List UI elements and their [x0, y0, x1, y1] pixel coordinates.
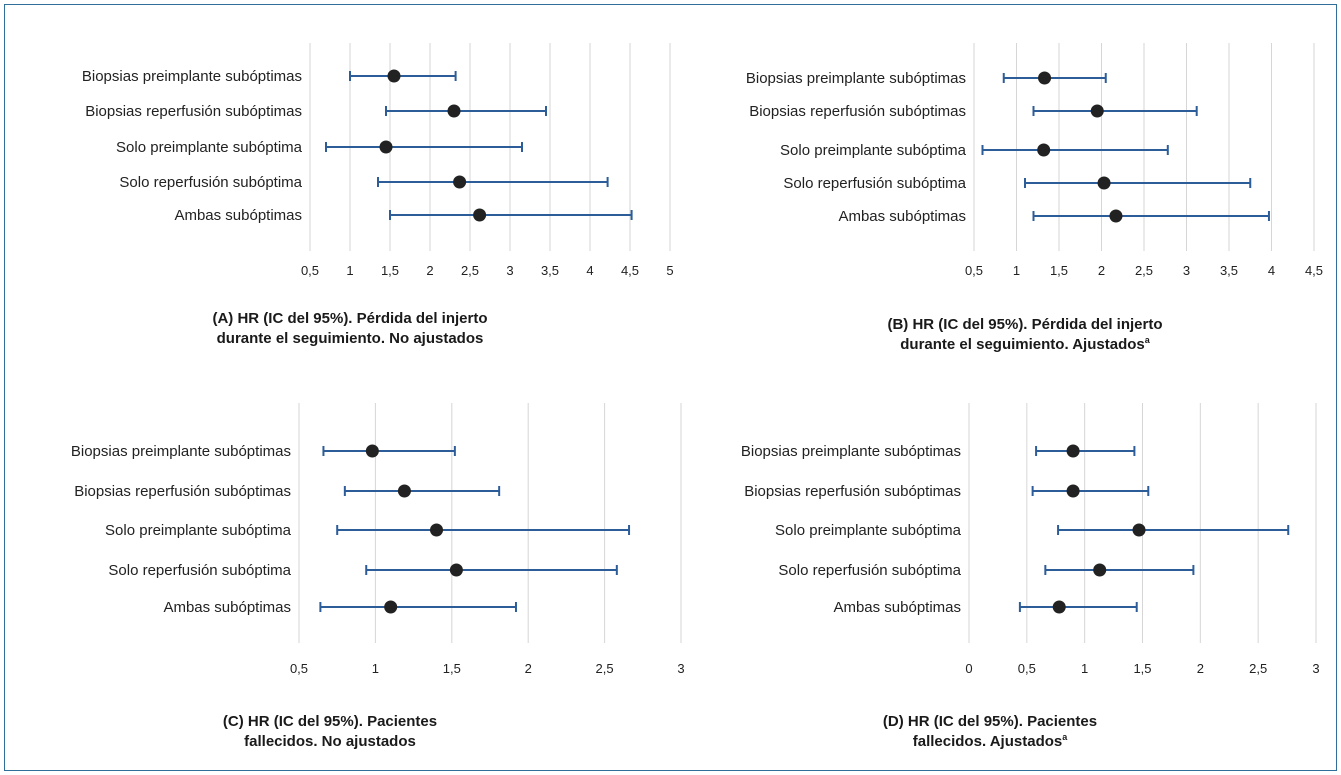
x-tick-label: 4 [1268, 263, 1275, 278]
hr-point [397, 484, 411, 498]
category-label: Solo reperfusión subóptima [783, 175, 966, 192]
category-label: Biopsias preimplante subóptimas [71, 443, 291, 460]
category-label: Solo preimplante subóptima [780, 142, 967, 159]
x-tick-label: 0,5 [1018, 661, 1036, 676]
x-tick-label: 3 [677, 661, 684, 676]
x-tick-label: 0,5 [290, 661, 308, 676]
caption-a: (A) HR (IC del 95%). Pérdida del injerto… [125, 309, 575, 349]
caption-c-line1: (C) HR (IC del 95%). Pacientes [222, 713, 438, 730]
x-tick-label: 1 [346, 263, 353, 278]
caption-c: (C) HR (IC del 95%). Pacientes fallecido… [105, 712, 555, 752]
caption-d-line1: (D) HR (IC del 95%). Pacientes [882, 713, 1098, 730]
category-label: Ambas subóptimas [838, 208, 966, 225]
category-label: Solo preimplante subóptima [775, 522, 962, 539]
forest-plot-a: 0,5 1 1,5 2 2,5 3 3,5 4 4,5 5 Biopsias preimplante… [82, 43, 674, 278]
caption-d-line2: fallecidos. Ajustados [912, 733, 1063, 750]
x-tick-label: 4,5 [1305, 263, 1323, 278]
category-label: Biopsias reperfusión subóptimas [744, 483, 961, 500]
hr-point [379, 140, 393, 154]
x-tick-label: 3,5 [1220, 263, 1238, 278]
x-tick-label: 2,5 [461, 263, 479, 278]
hr-point [387, 69, 401, 83]
x-tick-label: 1,5 [381, 263, 399, 278]
x-tick-label: 3 [1312, 661, 1319, 676]
hr-point [449, 563, 463, 577]
x-tick-label: 2,5 [596, 661, 614, 676]
category-label: Solo reperfusión subóptima [108, 562, 291, 579]
x-tick-label: 2 [426, 263, 433, 278]
hr-point [453, 175, 467, 189]
caption-c-line2: fallecidos. No ajustados [244, 733, 416, 750]
category-label: Ambas subóptimas [833, 599, 961, 616]
category-label: Biopsias preimplante subóptimas [741, 443, 961, 460]
category-label: Biopsias reperfusión subóptimas [749, 103, 966, 120]
x-tick-label: 1,5 [1133, 661, 1151, 676]
hr-point [384, 600, 398, 614]
hr-point [447, 104, 461, 118]
category-label: Ambas subóptimas [174, 207, 302, 224]
caption-b-line2: durante el seguimiento. Ajustados [900, 336, 1145, 353]
x-tick-label: 3,5 [541, 263, 559, 278]
forest-plot-c: 0,5 1 1,5 2 2,5 3 Biopsias preimplante subópti… [71, 403, 685, 676]
panel-c: 0,5 1 1,5 2 2,5 3 Biopsias preimplante subópti… [5, 385, 695, 685]
hr-point [1037, 143, 1051, 157]
x-tick-label: 1,5 [443, 661, 461, 676]
category-label: Solo preimplante subóptima [105, 522, 292, 539]
category-label: Biopsias reperfusión subóptimas [74, 483, 291, 500]
x-tick-label: 2,5 [1249, 661, 1267, 676]
panel-b: 0,5 1 1,5 2 2,5 3 3,5 4 4,5 Biopsias preimplante … [671, 5, 1331, 295]
caption-b-line1: (B) HR (IC del 95%). Pérdida del injerto [887, 316, 1163, 333]
hr-point [1038, 71, 1052, 85]
x-tick-label: 0,5 [301, 263, 319, 278]
x-tick-label: 5 [666, 263, 673, 278]
hr-point [1093, 563, 1107, 577]
category-label: Solo reperfusión subóptima [778, 562, 961, 579]
caption-d-superscript: a [1062, 732, 1068, 742]
category-label: Solo reperfusión subóptima [119, 174, 302, 191]
x-tick-label: 2 [525, 661, 532, 676]
forest-plot-b: 0,5 1 1,5 2 2,5 3 3,5 4 4,5 Biopsias preimplante … [746, 43, 1323, 278]
hr-point [1066, 444, 1080, 458]
x-tick-label: 3 [506, 263, 513, 278]
x-tick-label: 1 [1081, 661, 1088, 676]
hr-point [365, 444, 379, 458]
category-label: Biopsias preimplante subóptimas [82, 68, 302, 85]
hr-point [1066, 484, 1080, 498]
figure-frame: 0,5 1 1,5 2 2,5 3 3,5 4 4,5 5 Biopsias preimplante… [4, 4, 1337, 771]
forest-plot-d: 0 0,5 1 1,5 2 2,5 3 Biopsias preimplante subópt… [741, 403, 1320, 676]
hr-point [1132, 523, 1146, 537]
category-label: Ambas subóptimas [163, 599, 291, 616]
category-label: Biopsias reperfusión subóptimas [85, 103, 302, 120]
caption-b-superscript: a [1144, 335, 1150, 345]
x-tick-label: 2 [1098, 263, 1105, 278]
panel-d: 0 0,5 1 1,5 2 2,5 3 Biopsias preimplante subópt… [671, 385, 1336, 685]
caption-d: (D) HR (IC del 95%). Pacientes fallecido… [765, 712, 1215, 752]
category-label: Solo preimplante subóptima [116, 139, 303, 156]
hr-point [1109, 209, 1123, 223]
hr-point [473, 208, 487, 222]
x-tick-label: 1,5 [1050, 263, 1068, 278]
x-tick-label: 1 [372, 661, 379, 676]
category-label: Biopsias preimplante subóptimas [746, 70, 966, 87]
x-tick-label: 1 [1013, 263, 1020, 278]
panel-a: 0,5 1 1,5 2 2,5 3 3,5 4 4,5 5 Biopsias preimplante… [5, 5, 674, 295]
hr-point [430, 523, 444, 537]
caption-a-line1: (A) HR (IC del 95%). Pérdida del injerto [212, 310, 488, 327]
x-tick-label: 0 [965, 661, 972, 676]
x-tick-label: 2,5 [1135, 263, 1153, 278]
caption-b: (B) HR (IC del 95%). Pérdida del injerto… [800, 315, 1250, 355]
hr-point [1097, 176, 1111, 190]
x-tick-label: 4,5 [621, 263, 639, 278]
hr-point [1090, 104, 1104, 118]
x-tick-label: 3 [1183, 263, 1190, 278]
x-tick-label: 0,5 [965, 263, 983, 278]
hr-point [1052, 600, 1066, 614]
caption-a-line2: durante el seguimiento. No ajustados [216, 330, 484, 347]
x-tick-label: 2 [1197, 661, 1204, 676]
x-tick-label: 4 [586, 263, 593, 278]
